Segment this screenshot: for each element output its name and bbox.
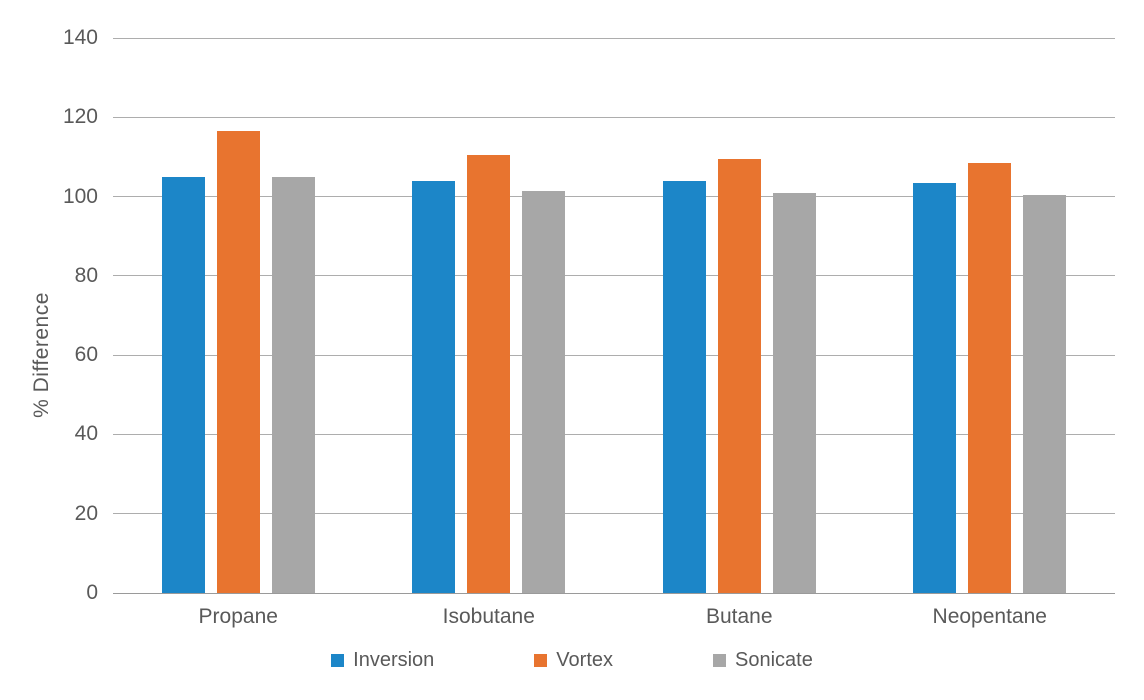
y-tick-label: 140: [62, 26, 98, 49]
bar-butane-sonicate: [772, 192, 816, 593]
x-axis-line: [113, 592, 1115, 594]
gridline: [113, 354, 1115, 356]
bar-propane-sonicate: [271, 176, 315, 593]
gridline: [113, 196, 1115, 198]
bar-neopentane-sonicate: [1023, 194, 1067, 593]
legend-label-inversion: Inversion: [353, 649, 435, 671]
legend-item-vortex: Vortex: [534, 649, 613, 672]
bar-butane-vortex: [717, 158, 761, 593]
category-label-propane: Propane: [198, 605, 278, 628]
gridline: [113, 433, 1115, 435]
y-tick-label: 20: [74, 501, 98, 525]
bar-neopentane-vortex: [968, 162, 1012, 593]
bar-propane-vortex: [216, 131, 260, 593]
gridline: [113, 513, 1115, 515]
legend-item-sonicate: Sonicate: [713, 649, 813, 672]
legend-label-sonicate: Sonicate: [735, 649, 813, 671]
legend-swatch-vortex-icon: [534, 654, 548, 667]
y-tick-label: 100: [62, 184, 98, 208]
gridline: [113, 37, 1115, 39]
plot-area: [113, 38, 1115, 593]
legend-label-vortex: Vortex: [556, 649, 613, 671]
y-tick-label: 60: [74, 343, 98, 367]
bar-propane-inversion: [161, 176, 205, 593]
bar-isobutane-inversion: [412, 180, 456, 593]
category-label-neopentane: Neopentane: [932, 605, 1047, 628]
bar-butane-inversion: [662, 180, 706, 593]
legend-item-inversion: Inversion: [331, 649, 434, 672]
y-tick-label: 0: [86, 581, 98, 604]
y-tick-label: 40: [74, 422, 98, 446]
category-label-isobutane: Isobutane: [442, 605, 535, 628]
legend-swatch-sonicate-icon: [713, 654, 726, 667]
gridline: [113, 275, 1115, 277]
chart-legend: Inversion Vortex Sonicate: [0, 649, 1144, 672]
bar-isobutane-vortex: [467, 154, 511, 593]
y-tick-label: 80: [74, 263, 98, 287]
bar-isobutane-sonicate: [522, 190, 566, 593]
legend-swatch-inversion-icon: [331, 654, 345, 667]
category-label-butane: Butane: [705, 605, 773, 628]
gridline: [113, 116, 1115, 118]
y-tick-label: 120: [62, 105, 98, 129]
bar-neopentane-inversion: [913, 182, 957, 593]
